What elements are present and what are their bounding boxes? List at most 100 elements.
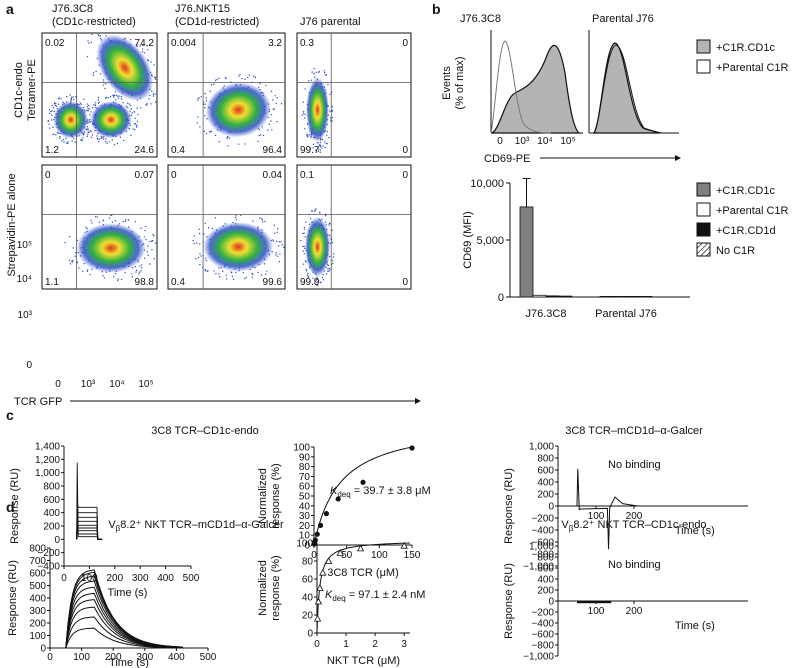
quadrant-value: 0.004 bbox=[171, 38, 196, 49]
flow-event-dot bbox=[86, 105, 89, 108]
flow-event-dot bbox=[218, 141, 221, 143]
fit-curve bbox=[316, 542, 411, 634]
flow-event-dot bbox=[193, 242, 196, 245]
flow-event-dot bbox=[121, 278, 123, 281]
flow-event-dot bbox=[66, 96, 68, 98]
flow-event-dot bbox=[86, 270, 89, 272]
flow-event-dot bbox=[90, 219, 92, 222]
flow-event-dot bbox=[57, 97, 60, 100]
flow-event-dot bbox=[74, 255, 76, 257]
flow-event-dot bbox=[51, 104, 53, 107]
y-tick-label: 800 bbox=[537, 553, 554, 564]
flow-event-dot bbox=[112, 94, 114, 96]
hist-curve-parental bbox=[490, 40, 552, 134]
flow-event-dot bbox=[113, 143, 116, 146]
y-tick-label: 600 bbox=[537, 466, 554, 477]
flow-event-dot bbox=[329, 93, 331, 96]
flow-event-dot bbox=[324, 141, 326, 143]
flow-event-dot bbox=[48, 108, 51, 111]
flow-event-dot bbox=[276, 228, 279, 230]
bar-group-label: Parental J76 bbox=[595, 308, 657, 320]
flow-event-dot bbox=[274, 95, 276, 97]
y-tick-label: 0 bbox=[548, 502, 554, 513]
x-tick-label: 0 bbox=[61, 573, 67, 584]
flow-event-dot bbox=[314, 76, 316, 78]
flow-event-dot bbox=[117, 278, 119, 280]
flow-event-dot bbox=[152, 239, 154, 242]
x-tick-label: 100 bbox=[588, 606, 605, 617]
sensorgram-trace bbox=[76, 513, 103, 540]
y-tick-label: 0 bbox=[304, 541, 310, 552]
flow-event-dot bbox=[205, 100, 208, 102]
flow-event-dot bbox=[316, 142, 319, 144]
flow-event-dot bbox=[267, 129, 269, 131]
flow-event-dot bbox=[85, 226, 87, 229]
kd-symbol: K bbox=[325, 589, 333, 601]
kd-symbol: K bbox=[330, 485, 338, 497]
flow-event-dot bbox=[89, 114, 91, 116]
flow-event-dot bbox=[151, 249, 153, 251]
flow-event-dot bbox=[100, 136, 102, 138]
y-tick-label: 20 bbox=[302, 611, 314, 622]
bar bbox=[612, 296, 627, 298]
flow-event-dot bbox=[216, 78, 218, 81]
flow-event-dot bbox=[319, 141, 322, 144]
flow-event-dot bbox=[115, 99, 117, 101]
y-axis-label: response (%) bbox=[270, 555, 282, 620]
flow-event-dot bbox=[303, 226, 306, 229]
flow-event-dot bbox=[117, 279, 119, 282]
flow-event-dot bbox=[149, 240, 151, 243]
flow-event-dot bbox=[198, 232, 201, 235]
flow-event-dot bbox=[146, 104, 148, 106]
flow-event-dot bbox=[207, 227, 210, 229]
flow-event-dot bbox=[102, 275, 104, 277]
flow-event-dot bbox=[144, 257, 146, 259]
data-point bbox=[336, 549, 344, 556]
flow-event-dot bbox=[247, 76, 249, 79]
flow-event-dot bbox=[133, 111, 136, 113]
flow-event-dot bbox=[136, 107, 138, 109]
flow-event-dot bbox=[55, 134, 57, 136]
flow-event-dot bbox=[309, 217, 312, 220]
x-axis-label: NKT TCR (μM) bbox=[327, 655, 400, 667]
y-tick-label: −400 bbox=[531, 526, 554, 537]
x-tick-label: 100 bbox=[371, 550, 388, 561]
flow-event-dot bbox=[326, 130, 329, 133]
bar bbox=[625, 296, 640, 298]
flow-xtick-label: 10³ bbox=[81, 379, 96, 390]
flow-event-dot bbox=[138, 271, 141, 273]
flow-event-dot bbox=[327, 264, 329, 267]
c-title-right: 3C8 TCR–mCD1d–α-Galcer bbox=[565, 425, 703, 437]
flow-event-dot bbox=[88, 121, 90, 124]
flow-ytick-label: 0 bbox=[26, 360, 32, 371]
flow-event-dot bbox=[111, 139, 113, 141]
flow-event-dot bbox=[222, 270, 224, 272]
flow-event-dot bbox=[56, 131, 59, 134]
flow-event-dot bbox=[225, 274, 227, 277]
legend-label: No C1R bbox=[716, 245, 755, 257]
flow-event-dot bbox=[108, 141, 111, 143]
y-tick-label: 200 bbox=[537, 490, 554, 501]
x-tick-label: 50 bbox=[341, 550, 353, 561]
flow-event-dot bbox=[150, 61, 152, 63]
flow-event-dot bbox=[135, 271, 137, 273]
flow-event-dot bbox=[199, 263, 201, 266]
flow-event-dot bbox=[98, 101, 100, 103]
flow-event-dot bbox=[96, 135, 98, 137]
flow-event-dot bbox=[302, 250, 305, 252]
flow-event-dot bbox=[141, 51, 144, 53]
flow-event-dot bbox=[87, 110, 90, 112]
col-title-3c8-sub: (CD1c-restricted) bbox=[52, 16, 136, 28]
flow-event-dot bbox=[51, 114, 53, 116]
flow-event-dot bbox=[105, 141, 107, 143]
flow-event-dot bbox=[143, 52, 146, 54]
panel-a-letter: a bbox=[6, 1, 14, 17]
flow-event-dot bbox=[270, 113, 273, 116]
flow-event-dot bbox=[225, 77, 227, 80]
flow-event-dot bbox=[55, 102, 57, 105]
flow-event-dot bbox=[225, 278, 228, 280]
flow-event-dot bbox=[325, 273, 328, 275]
sensorgram-trace bbox=[577, 601, 612, 604]
bar bbox=[545, 295, 560, 298]
flow-event-dot bbox=[248, 74, 251, 76]
